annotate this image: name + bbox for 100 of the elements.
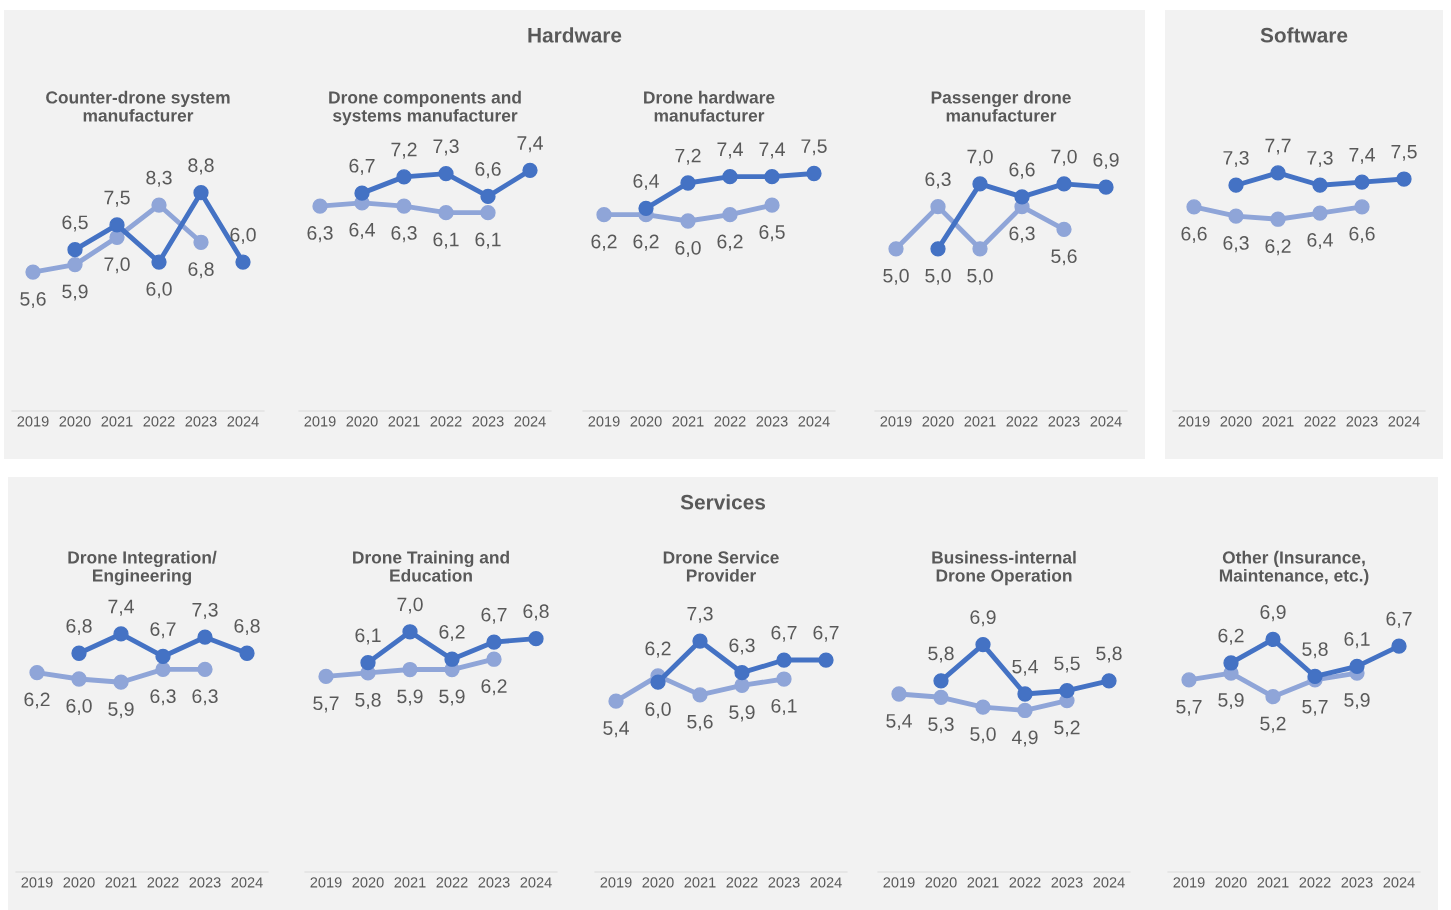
data-label: 6,6 xyxy=(1181,226,1207,243)
data-label: 6,6 xyxy=(1009,162,1035,179)
point xyxy=(480,204,496,221)
point xyxy=(1307,668,1323,685)
data-label: 5,8 xyxy=(928,646,954,663)
point xyxy=(933,689,949,705)
data-label: 6,8 xyxy=(66,618,92,636)
data-label: 5,5 xyxy=(1054,656,1080,673)
x-tick-label: 2020 xyxy=(922,416,954,427)
data-label: 5,7 xyxy=(1176,700,1202,716)
data-label: 7,0 xyxy=(967,149,993,166)
data-label: 6,4 xyxy=(633,174,659,191)
data-label: 5,2 xyxy=(1054,720,1080,737)
x-tick-label: 2021 xyxy=(101,416,133,427)
data-label: 6,2 xyxy=(1265,239,1291,256)
point xyxy=(438,165,454,182)
point xyxy=(1312,205,1328,221)
point xyxy=(522,162,538,179)
point xyxy=(155,661,171,677)
point xyxy=(197,661,213,677)
data-label: 6,3 xyxy=(391,226,417,243)
point xyxy=(151,254,167,270)
point xyxy=(692,633,708,649)
point xyxy=(151,197,167,213)
chart-title: Drone Training and Education xyxy=(353,550,509,582)
point xyxy=(734,665,750,681)
data-label: 5,0 xyxy=(883,268,909,285)
point xyxy=(25,264,41,280)
point xyxy=(1265,689,1281,705)
point xyxy=(67,256,83,273)
x-tick-label: 2022 xyxy=(714,416,746,427)
data-label: 6,2 xyxy=(717,234,743,251)
point xyxy=(972,176,988,192)
x-tick-label: 2024 xyxy=(520,877,552,888)
x-tick-label: 2019 xyxy=(1178,416,1210,427)
data-label: 6,1 xyxy=(1344,632,1370,649)
point xyxy=(1228,208,1244,224)
data-label: 7,4 xyxy=(517,136,543,153)
data-label: 5,0 xyxy=(925,268,951,285)
x-tick-label: 2020 xyxy=(346,416,378,427)
point xyxy=(891,686,907,702)
data-label: 6,8 xyxy=(234,618,260,636)
point xyxy=(650,674,666,690)
chart-title: Passenger drone manufacturer xyxy=(931,90,1071,122)
point xyxy=(1059,683,1075,699)
x-tick-label: 2020 xyxy=(352,877,384,888)
chart-title: Counter-drone system manufacturer xyxy=(46,90,230,122)
data-label: 5,4 xyxy=(886,714,912,731)
data-label: 7,0 xyxy=(397,597,423,614)
x-tick-label: 2020 xyxy=(925,877,957,888)
point xyxy=(444,651,460,667)
point xyxy=(818,652,834,668)
data-label: 6,6 xyxy=(1349,226,1375,243)
point xyxy=(67,242,83,258)
data-label: 6,0 xyxy=(645,702,671,719)
data-label: 7,5 xyxy=(801,139,827,156)
x-tick-label: 2020 xyxy=(1220,416,1252,427)
data-label: 6,6 xyxy=(475,162,501,179)
point xyxy=(933,673,949,689)
x-tick-label: 2019 xyxy=(588,416,620,427)
data-label: 6,0 xyxy=(146,282,172,299)
x-tick-label: 2023 xyxy=(185,416,217,427)
data-label: 7,3 xyxy=(192,602,218,619)
point xyxy=(1265,631,1281,648)
data-label: 5,4 xyxy=(603,721,629,738)
point xyxy=(734,677,750,693)
data-label: 6,4 xyxy=(349,222,375,239)
data-label: 6,0 xyxy=(230,227,256,244)
point xyxy=(396,198,412,214)
data-label: 6,3 xyxy=(192,689,218,706)
point xyxy=(239,645,255,661)
point xyxy=(1223,655,1239,671)
data-label: 6,7 xyxy=(349,158,375,175)
text: Services xyxy=(680,494,766,510)
point xyxy=(193,185,209,201)
x-tick-label: 2022 xyxy=(1299,877,1331,888)
data-label: 6,2 xyxy=(633,234,659,251)
point xyxy=(360,655,376,671)
data-label: 6,1 xyxy=(771,698,797,716)
data-label: 5,0 xyxy=(970,727,996,744)
data-label: 6,2 xyxy=(481,679,507,696)
point xyxy=(193,234,209,250)
x-tick-label: 2023 xyxy=(756,416,788,427)
x-tick-label: 2019 xyxy=(1173,877,1205,888)
data-label: 8,3 xyxy=(146,170,172,187)
x-tick-label: 2021 xyxy=(1257,877,1289,888)
data-label: 5,2 xyxy=(1260,716,1286,733)
data-label: 7,3 xyxy=(433,139,459,156)
x-tick-label: 2021 xyxy=(1262,416,1294,427)
x-tick-label: 2024 xyxy=(810,877,842,888)
data-label: 7,0 xyxy=(1051,149,1077,166)
x-tick-label: 2019 xyxy=(304,416,336,427)
point xyxy=(354,185,370,201)
point xyxy=(888,241,904,257)
x-tick-label: 2022 xyxy=(143,416,175,427)
text: Software xyxy=(1260,27,1348,43)
data-label: 5,9 xyxy=(397,689,423,706)
point xyxy=(1017,686,1033,702)
x-tick-label: 2020 xyxy=(59,416,91,427)
data-label: 7,2 xyxy=(391,142,417,159)
